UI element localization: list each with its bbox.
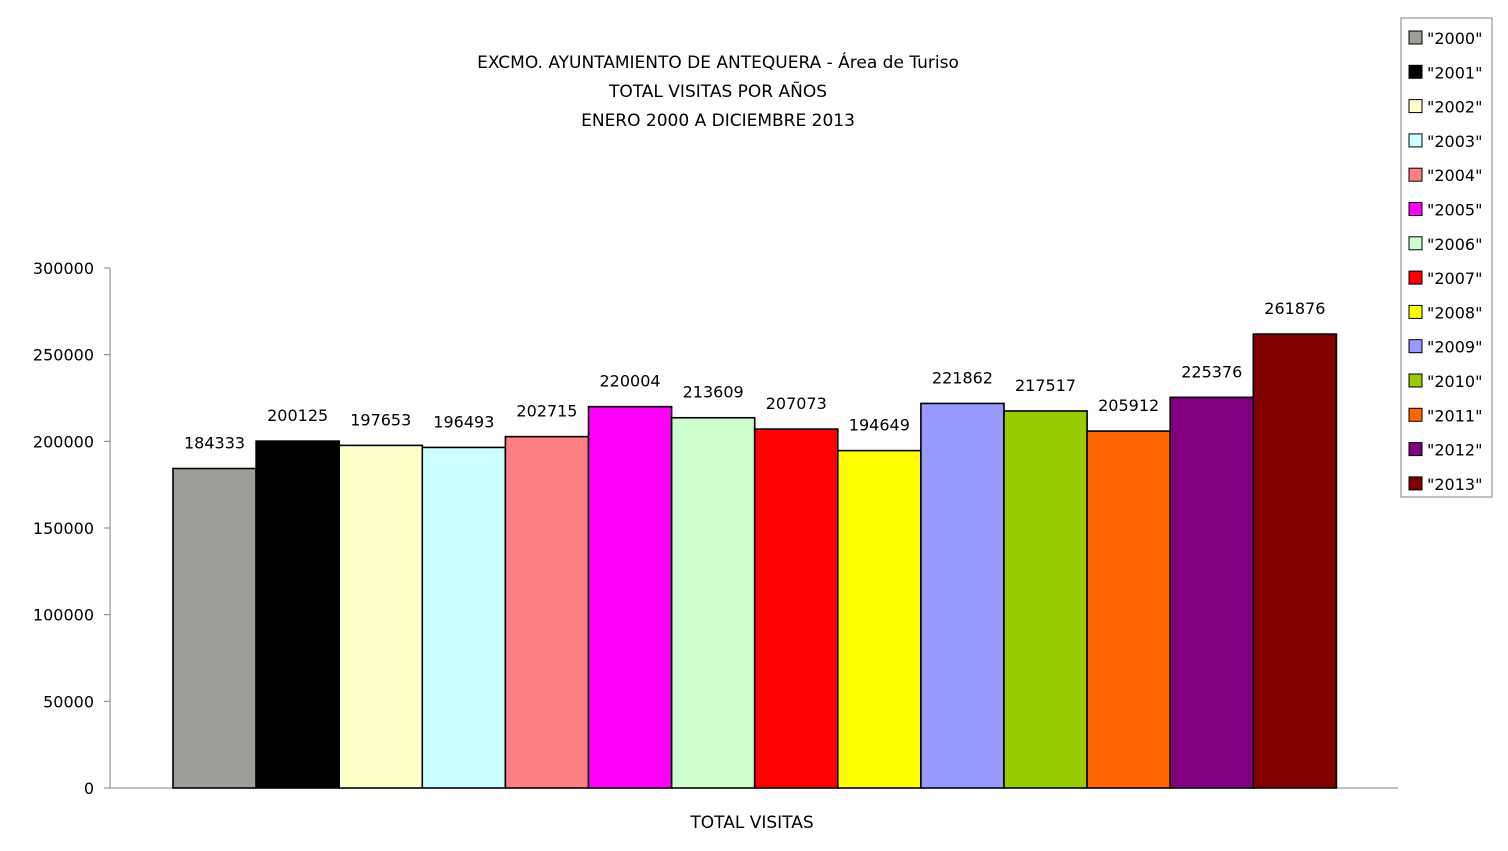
legend-label: "2013" (1427, 475, 1482, 494)
legend-swatch (1408, 236, 1423, 251)
bar (670, 416, 756, 789)
bar-value-label: 196493 (433, 412, 494, 431)
legend-label: "2007" (1427, 269, 1482, 288)
bar-value-label: 197653 (350, 410, 411, 429)
bar (1086, 430, 1171, 789)
legend-swatch (1408, 133, 1423, 148)
bar-value-label: 194649 (849, 416, 910, 435)
legend-swatch (1408, 167, 1423, 182)
legend-label: "2006" (1427, 235, 1482, 254)
chart-title-line-2: TOTAL VISITAS POR AÑOS (608, 80, 827, 102)
chart-title: EXCMO. AYUNTAMIENTO DE ANTEQUERA - Área … (477, 51, 959, 131)
bar-value-label: 225376 (1181, 362, 1242, 381)
legend-swatch (1408, 64, 1423, 79)
bar-value-label: 207073 (766, 394, 827, 413)
legend-label: "2011" (1427, 406, 1482, 425)
y-tick-label: 150000 (33, 519, 94, 538)
bar (421, 446, 507, 789)
bar (1003, 410, 1088, 789)
legend-swatch (1408, 476, 1423, 491)
legend-swatch (1408, 304, 1423, 319)
y-tick-label: 300000 (33, 259, 94, 278)
legend-label: "2010" (1427, 372, 1482, 391)
bar-value-label: 261876 (1264, 299, 1325, 318)
y-tick-label: 0 (84, 779, 94, 798)
bar (1252, 333, 1338, 789)
bar-value-label: 221862 (932, 368, 993, 387)
bar (255, 440, 341, 789)
legend-label: "2009" (1427, 338, 1482, 357)
data-labels: 184333 200125 197653 196493 202715 220004 2136… (184, 299, 1325, 452)
chart-title-line-1: EXCMO. AYUNTAMIENTO DE ANTEQUERA - Área … (477, 51, 959, 73)
legend-label: "2002" (1427, 98, 1482, 117)
bar-value-label: 213609 (683, 383, 744, 402)
bar (338, 444, 424, 789)
legend-label: "2000" (1427, 29, 1482, 48)
bar (920, 402, 1005, 789)
chart-title-line-3: ENERO 2000 A DICIEMBRE 2013 (581, 111, 855, 131)
legend-swatch (1408, 339, 1423, 354)
legend-label: "2008" (1427, 303, 1482, 322)
legend-label: "2004" (1427, 166, 1482, 185)
bar (172, 467, 257, 789)
bar-value-label: 217517 (1015, 376, 1076, 395)
y-tick-label: 200000 (33, 432, 94, 451)
legend-swatch (1408, 202, 1423, 216)
bar (753, 428, 839, 789)
legend: "2000" "2001" "2002" "2003" "2004" "2005" "200… (1400, 17, 1493, 498)
legend-swatch (1408, 99, 1423, 114)
bar-value-label: 202715 (516, 402, 577, 421)
legend-label: "2005" (1427, 201, 1482, 220)
legend-swatch (1408, 30, 1423, 45)
bar-value-label: 220004 (600, 372, 661, 391)
legend-swatch (1408, 407, 1423, 422)
x-axis-title: TOTAL VISITAS (689, 813, 813, 833)
y-axis-ticks: 0 50000 100000 150000 200000 250000 300000 (33, 259, 110, 798)
bar (1169, 396, 1255, 789)
y-tick-label: 100000 (33, 606, 94, 625)
legend-swatch (1408, 270, 1423, 285)
bar (587, 405, 673, 789)
bar (836, 449, 922, 789)
bar (504, 435, 590, 789)
legend-swatch (1408, 442, 1423, 457)
bar-value-label: 205912 (1098, 396, 1159, 415)
bars (172, 333, 1338, 789)
y-tick-label: 250000 (33, 346, 94, 365)
legend-label: "2012" (1427, 441, 1482, 460)
legend-label: "2003" (1427, 132, 1482, 151)
y-tick-label: 50000 (43, 692, 94, 711)
legend-swatch (1408, 373, 1423, 388)
legend-label: "2001" (1427, 63, 1482, 82)
bar-value-label: 184333 (184, 433, 245, 452)
bar-value-label: 200125 (267, 406, 328, 425)
